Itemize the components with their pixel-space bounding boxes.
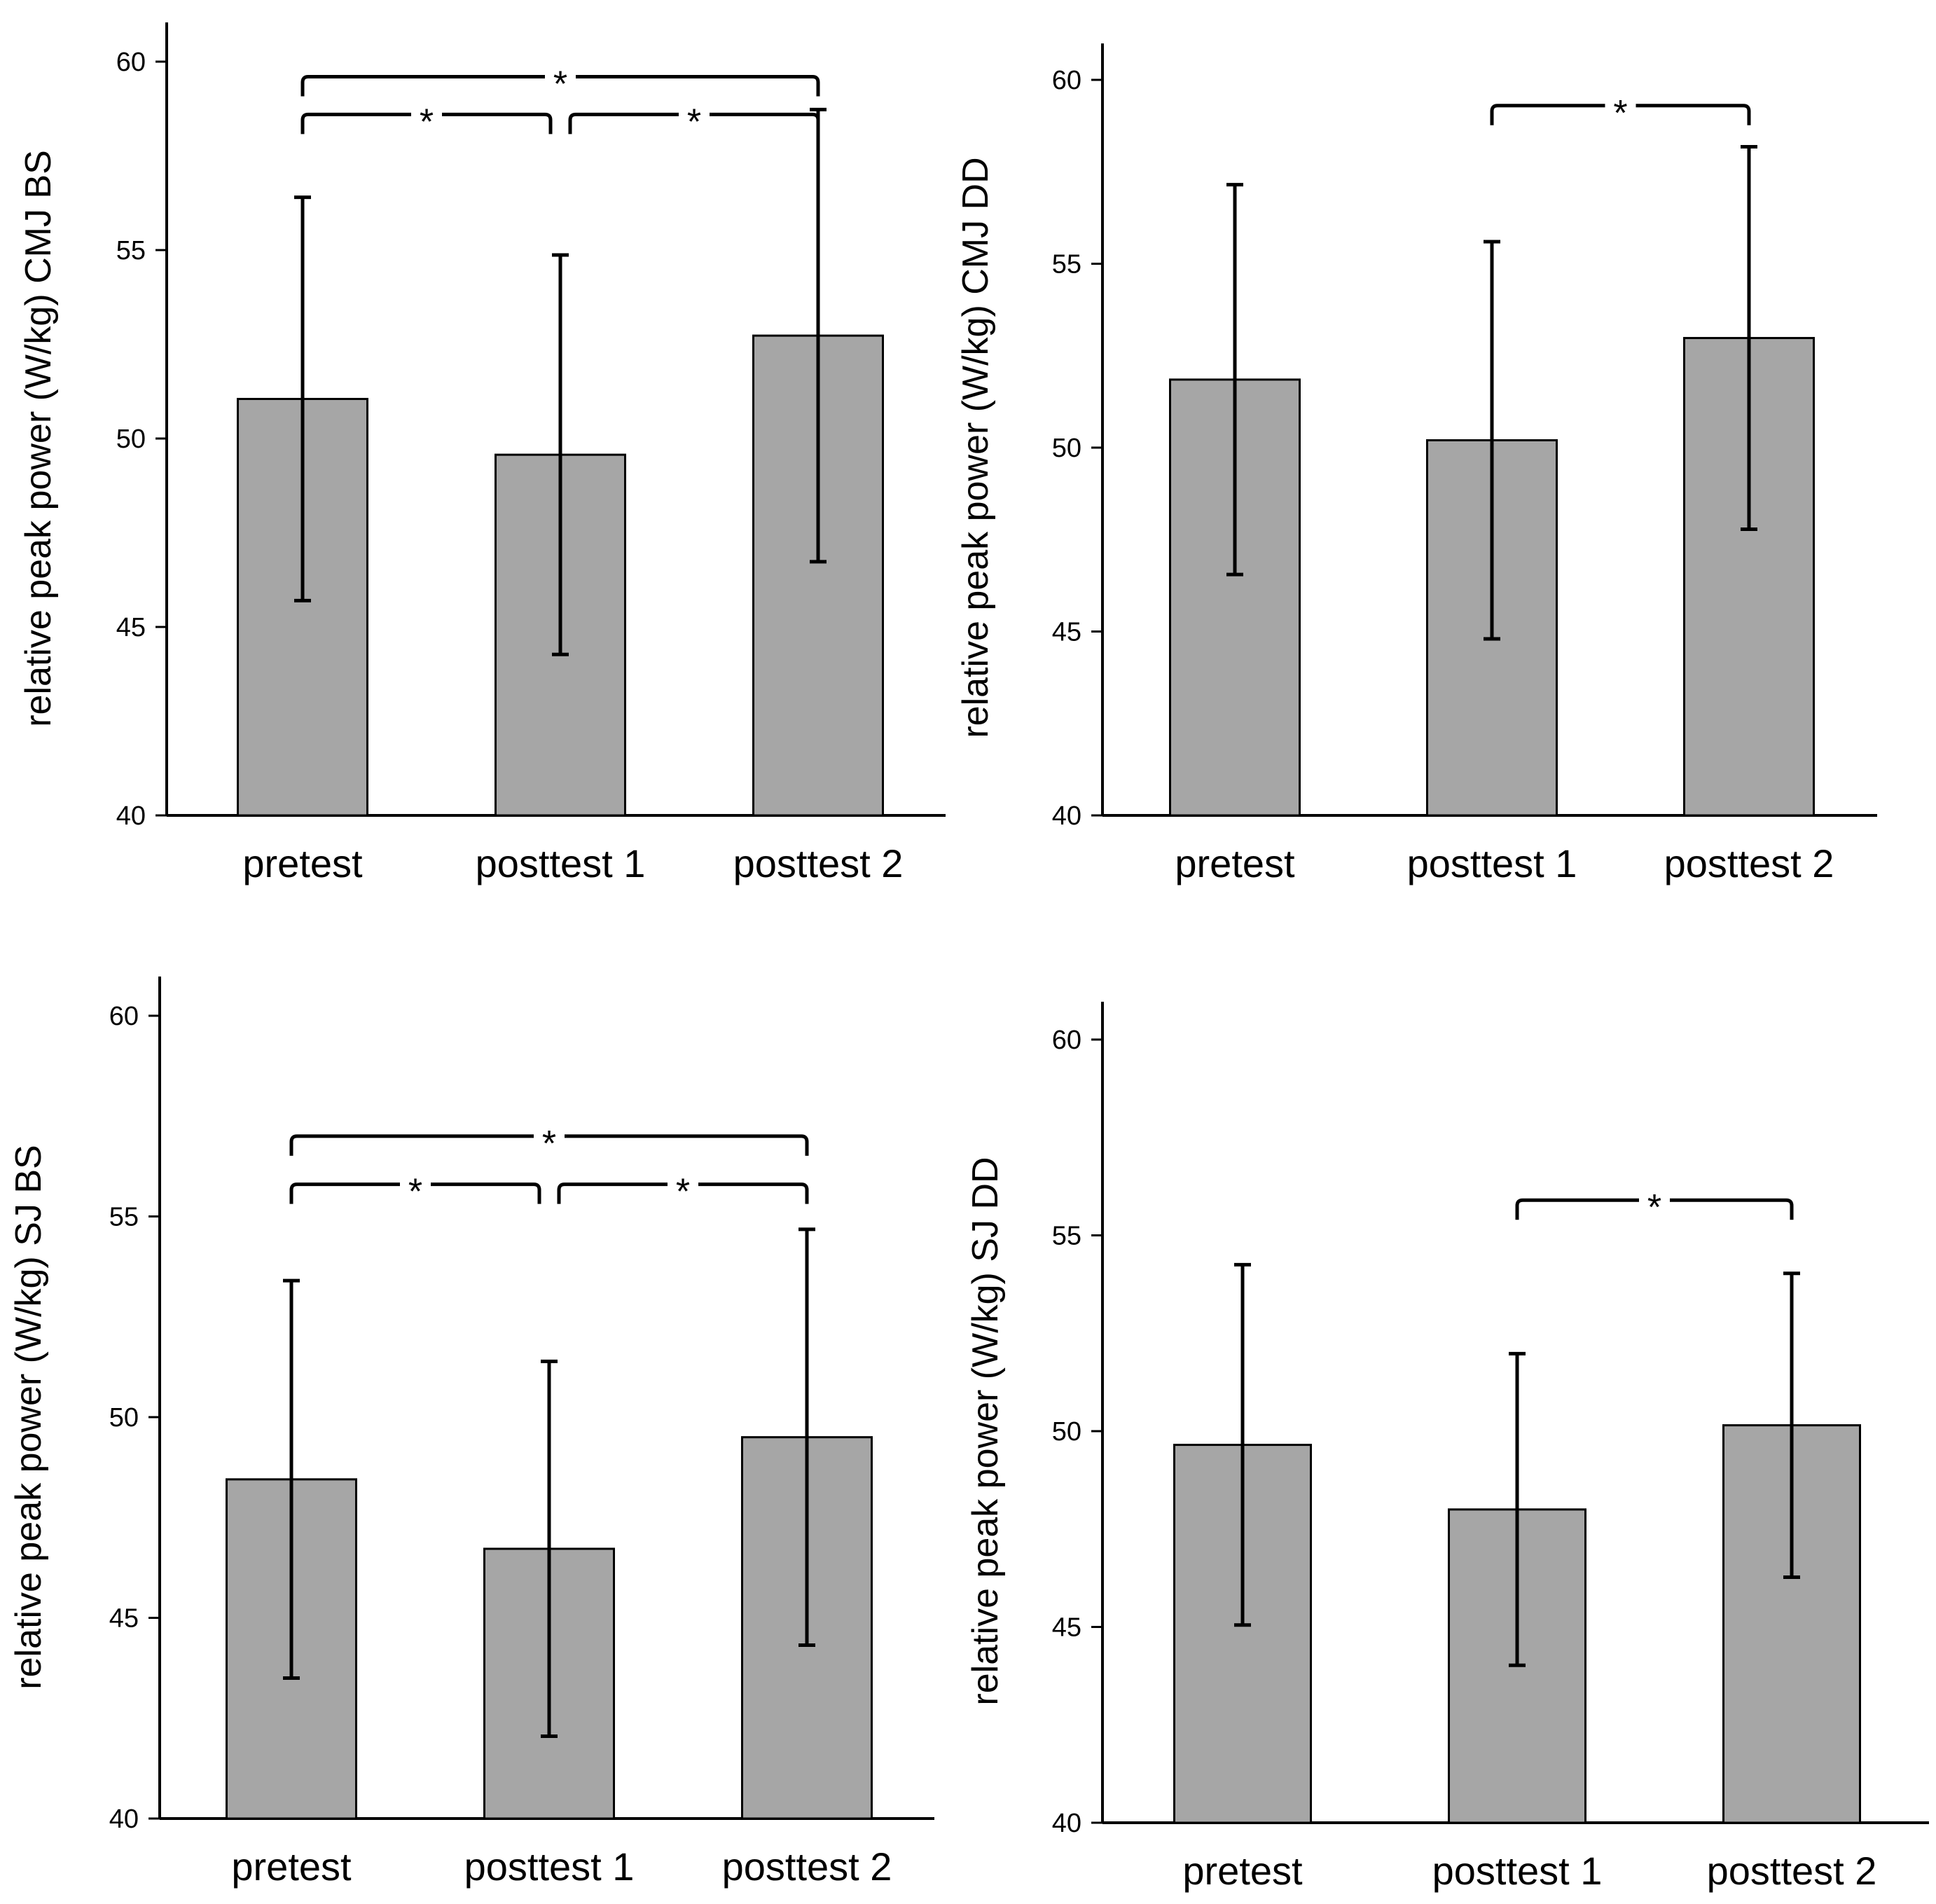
y-tick-label: 55 <box>109 1203 139 1232</box>
y-axis-title: relative peak power (W/kg) CMJ BS <box>18 150 59 727</box>
significance-bracket <box>1515 1198 1794 1220</box>
y-tick-label: 40 <box>109 1805 139 1834</box>
significance-star: * <box>676 1172 690 1213</box>
significance-star: * <box>542 1124 556 1164</box>
y-axis-title: relative peak power (W/kg) CMJ DD <box>955 157 996 738</box>
y-tick-label: 40 <box>1052 1809 1081 1838</box>
x-category-label: posttest 1 <box>464 1844 635 1889</box>
significance-bracket <box>289 1182 541 1204</box>
y-tick-label: 50 <box>116 425 146 454</box>
significance-star: * <box>1647 1187 1661 1228</box>
x-category-label: pretest <box>231 1844 352 1889</box>
bar-posttest-2 <box>1683 337 1815 817</box>
y-tick-label: 40 <box>116 801 146 831</box>
significance-bracket <box>557 1182 809 1204</box>
y-tick-label: 60 <box>116 48 146 77</box>
y-tick-label: 40 <box>1052 801 1081 831</box>
x-category-label: pretest <box>1175 841 1295 885</box>
chart-panel-cmj-dd: 40 45 50 55 60 relative peak power (W/kg) CMJ… <box>955 43 1877 885</box>
y-tick-label: 50 <box>109 1403 139 1433</box>
chart-panel-sj-dd: 40 45 50 55 60 relative peak power (W/kg) SJ … <box>965 1002 1929 1893</box>
y-tick-label: 50 <box>1052 1417 1081 1447</box>
y-tick-label: 60 <box>1052 1026 1081 1055</box>
y-tick-label: 55 <box>1052 250 1081 280</box>
x-category-label: pretest <box>1182 1849 1303 1893</box>
x-category-label: posttest 2 <box>1707 1849 1877 1893</box>
x-category-label: posttest 2 <box>1664 841 1834 885</box>
x-category-label: posttest 2 <box>722 1844 892 1889</box>
y-tick-label: 45 <box>1052 618 1081 647</box>
x-category-label: posttest 1 <box>476 841 646 885</box>
significance-bracket <box>300 75 820 97</box>
significance-bracket <box>300 112 553 134</box>
significance-bracket <box>1490 104 1751 125</box>
y-tick-label: 50 <box>1052 434 1081 463</box>
significance-star: * <box>553 64 567 105</box>
significance-bracket <box>289 1134 809 1156</box>
y-tick-label: 55 <box>116 236 146 265</box>
y-tick-label: 60 <box>109 1002 139 1031</box>
x-category-label: posttest 1 <box>1432 1849 1603 1893</box>
chart-panel-sj-bs: 40 45 50 55 60 relative peak power (W/kg) SJ … <box>8 977 934 1889</box>
y-tick-label: 45 <box>109 1604 139 1634</box>
chart-panel-cmj-bs: 40 45 50 55 60 relative peak power (W/kg) CMJ… <box>18 22 946 885</box>
significance-star: * <box>420 102 434 142</box>
x-category-label: posttest 1 <box>1407 841 1577 885</box>
significance-star: * <box>687 102 701 142</box>
significance-star: * <box>408 1172 422 1213</box>
y-axis-title: relative peak power (W/kg) SJ DD <box>965 1157 1006 1705</box>
y-tick-label: 55 <box>1052 1222 1081 1251</box>
x-category-label: posttest 2 <box>733 841 904 885</box>
y-tick-label: 60 <box>1052 66 1081 95</box>
significance-star: * <box>1613 93 1627 134</box>
y-tick-label: 45 <box>1052 1613 1081 1643</box>
y-tick-label: 45 <box>116 613 146 642</box>
y-axis-title: relative peak power (W/kg) SJ BS <box>8 1145 49 1689</box>
x-category-label: pretest <box>242 841 363 885</box>
significance-bracket <box>568 112 820 134</box>
